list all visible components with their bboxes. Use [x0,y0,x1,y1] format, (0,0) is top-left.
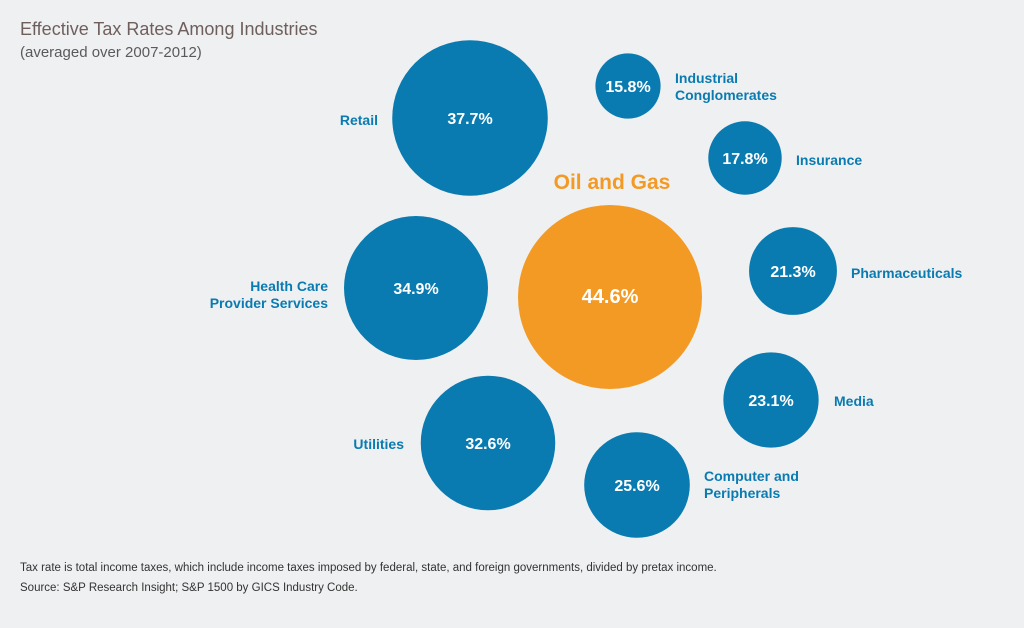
category-label-insurance: Insurance [796,152,862,168]
value-label-utilities: 32.6% [465,436,510,453]
bubble-group-insurance: 17.8% Insurance [708,121,862,195]
value-label-insurance: 17.8% [722,151,767,168]
category-label-computer-and-peripherals: Computer and Peripherals [704,468,799,501]
category-label-retail: Retail [340,112,378,128]
bubble-insurance [708,121,782,195]
value-label-oil-and-gas: 44.6% [582,286,639,308]
value-label-media: 23.1% [748,393,793,410]
bubble-retail [392,40,548,196]
bubble-group-health-care-provider-services: 34.9% Health Care Provider Services [210,216,488,360]
bubble-group-pharmaceuticals: 21.3% Pharmaceuticals [749,227,962,315]
chart-subtitle: (averaged over 2007-2012) [20,44,202,61]
bubble-group-oil-and-gas: 44.6% Oil and Gas [518,171,702,389]
category-label-utilities: Utilities [353,436,404,452]
bubble-oil-and-gas [518,205,702,389]
footnote-definition: Tax rate is total income taxes, which in… [20,562,717,574]
value-label-industrial-conglomerates: 15.8% [605,79,650,96]
bubble-industrial-conglomerates [595,53,661,119]
footnote-source: Source: S&P Research Insight; S&P 1500 b… [20,582,358,594]
value-label-retail: 37.7% [447,111,492,128]
value-label-pharmaceuticals: 21.3% [770,264,815,281]
category-label-health-care-provider-services: Health Care Provider Services [210,278,329,311]
bubble-group-media: 23.1% Media [723,352,874,448]
bubble-group-computer-and-peripherals: 25.6% Computer and Peripherals [584,432,799,538]
category-label-pharmaceuticals: Pharmaceuticals [851,265,962,281]
bubble-utilities [420,375,556,511]
value-label-computer-and-peripherals: 25.6% [614,478,659,495]
value-label-health-care-provider-services: 34.9% [393,281,438,298]
bubble-media [723,352,819,448]
bubble-group-retail: 37.7% Retail [340,40,548,196]
bubble-computer-and-peripherals [584,432,690,538]
category-label-industrial-conglomerates: Industrial Conglomerates [675,70,777,103]
category-label-oil-and-gas: Oil and Gas [554,171,671,194]
bubble-pharmaceuticals [749,227,837,315]
category-label-media: Media [834,393,874,409]
chart-title: Effective Tax Rates Among Industries [20,19,318,39]
bubble-health-care-provider-services [344,216,488,360]
bubble-group-utilities: 32.6% Utilities [353,375,556,511]
bubble-group-industrial-conglomerates: 15.8% Industrial Conglomerates [595,53,777,119]
